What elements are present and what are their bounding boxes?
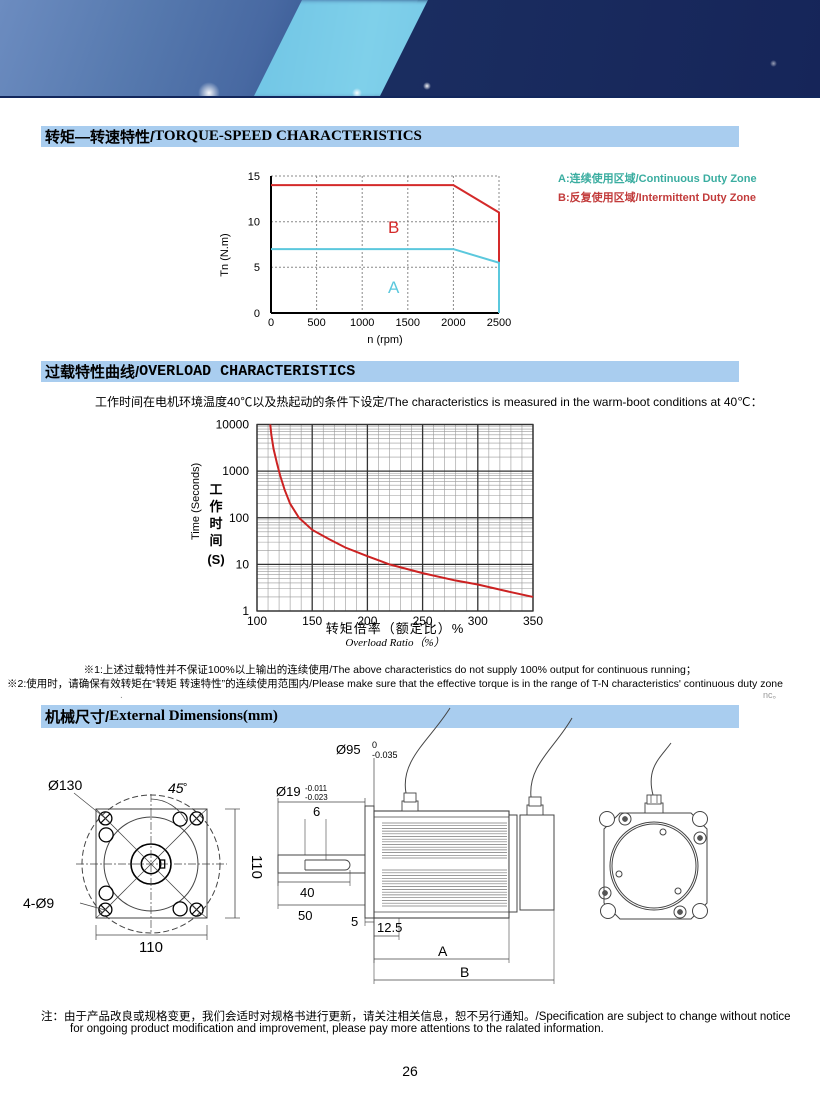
svg-text:5: 5 bbox=[351, 914, 358, 929]
svg-text:6: 6 bbox=[313, 804, 320, 819]
svg-text:B: B bbox=[460, 964, 469, 980]
svg-text:12.5: 12.5 bbox=[377, 920, 402, 935]
svg-text:110: 110 bbox=[139, 939, 163, 956]
svg-text:0: 0 bbox=[372, 740, 377, 750]
svg-text:A: A bbox=[438, 943, 448, 959]
svg-text:Ø130: Ø130 bbox=[48, 777, 82, 793]
svg-text:-0.035: -0.035 bbox=[372, 750, 398, 760]
svg-text:-0.023: -0.023 bbox=[305, 793, 328, 802]
svg-text:°: ° bbox=[183, 782, 187, 794]
svg-text:4-Ø9: 4-Ø9 bbox=[23, 895, 54, 911]
svg-text:Ø95: Ø95 bbox=[336, 742, 361, 757]
svg-text:40: 40 bbox=[300, 885, 314, 900]
svg-text:Ø19: Ø19 bbox=[276, 784, 301, 799]
svg-text:45: 45 bbox=[168, 780, 184, 796]
svg-text:110: 110 bbox=[248, 855, 265, 879]
svg-text:-0.011: -0.011 bbox=[305, 784, 328, 793]
svg-text:50: 50 bbox=[298, 908, 312, 923]
